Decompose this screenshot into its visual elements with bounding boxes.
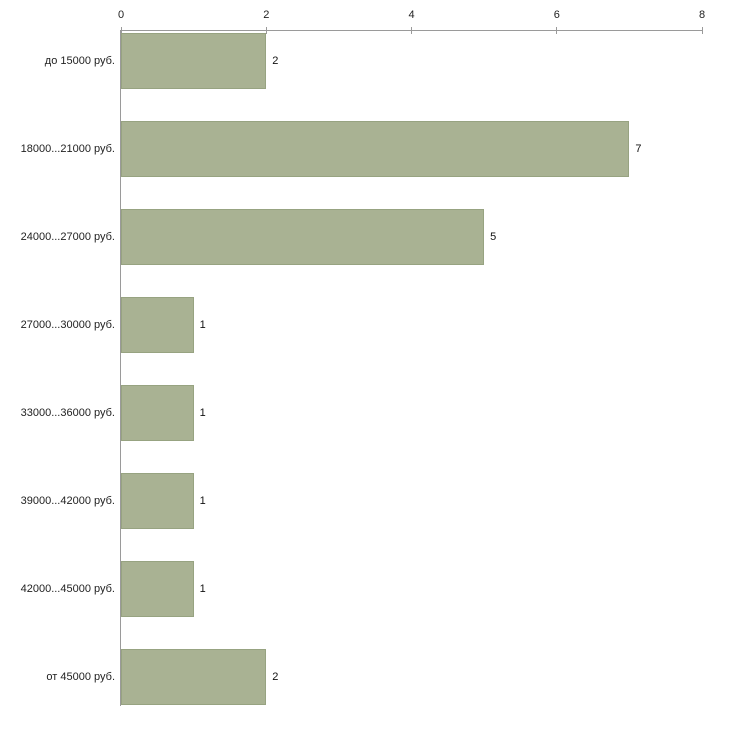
bar-row: 39000...42000 руб. 1 — [21, 473, 702, 529]
bar — [121, 297, 194, 353]
bar — [121, 561, 194, 617]
bar — [121, 649, 267, 705]
value-label: 2 — [272, 55, 279, 67]
tick-label: 0 — [117, 9, 125, 21]
category-label: 33000...36000 руб. — [20, 407, 115, 419]
tick-mark — [556, 27, 558, 34]
category-label: 39000...42000 руб. — [20, 495, 115, 507]
bar-row: 33000...36000 руб. 1 — [21, 385, 702, 441]
bar-row: 42000...45000 руб. 1 — [21, 561, 702, 617]
category-label: до 15000 руб. — [44, 55, 115, 67]
value-label: 1 — [199, 319, 206, 331]
plot-area: 0 2 4 6 8 до 15000 руб. 2 18000...21000 руб.… — [21, 9, 705, 706]
tick-mark — [411, 27, 412, 34]
value-label: 1 — [199, 583, 206, 595]
tick-label: 6 — [553, 9, 560, 21]
category-label: 42000...45000 руб. — [20, 583, 115, 595]
value-label: 7 — [635, 143, 642, 155]
bar — [121, 209, 485, 265]
bar-row: 24000...27000 руб. 5 — [21, 209, 702, 265]
bar-row: до 15000 руб. 2 — [45, 33, 702, 89]
category-label: 24000...27000 руб. — [20, 231, 115, 243]
category-label: от 45000 руб. — [46, 671, 115, 683]
bar — [121, 385, 194, 441]
bar — [121, 121, 630, 177]
tick-label: 4 — [408, 9, 415, 21]
value-label: 5 — [490, 231, 497, 243]
value-label: 1 — [199, 495, 206, 507]
category-label: 18000...21000 руб. — [20, 143, 115, 155]
bar — [121, 33, 267, 89]
bar-row: 18000...21000 руб. 7 — [21, 121, 702, 177]
tick-mark — [265, 27, 267, 34]
chart-rows: до 15000 руб. 2 18000...21000 руб. 7 240… — [21, 33, 702, 705]
tick-mark — [120, 27, 122, 34]
tick-label: 2 — [263, 9, 270, 21]
bar-row: от 45000 руб. 2 — [46, 649, 702, 705]
value-label: 2 — [272, 671, 279, 683]
bar-row: 27000...30000 руб. 1 — [21, 297, 702, 353]
tick-mark — [701, 27, 703, 34]
value-label: 1 — [199, 407, 206, 419]
tick-label: 8 — [698, 9, 706, 21]
category-label: 27000...30000 руб. — [20, 319, 115, 331]
bar — [121, 473, 194, 529]
